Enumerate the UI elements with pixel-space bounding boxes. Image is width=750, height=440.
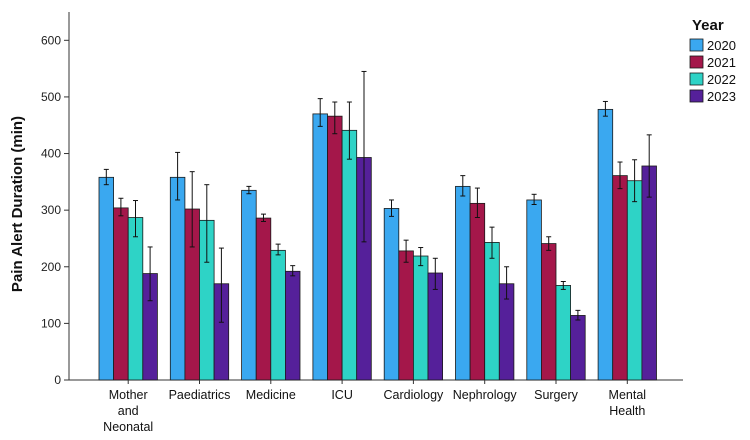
y-tick-label: 100 bbox=[41, 316, 61, 330]
bar-2020 bbox=[597, 108, 614, 381]
legend-swatch-2020 bbox=[689, 38, 704, 52]
bar-2022 bbox=[270, 249, 286, 381]
y-tick-label: 600 bbox=[41, 33, 61, 47]
bar-2020 bbox=[98, 176, 115, 381]
bar-2022 bbox=[341, 129, 358, 381]
bar-2021 bbox=[541, 243, 557, 381]
bar-2022 bbox=[412, 255, 429, 381]
bar-2022 bbox=[626, 180, 643, 381]
bar-2023 bbox=[570, 315, 586, 381]
legend-label-2021: 2021 bbox=[707, 55, 736, 70]
x-tick-label: Nephrology bbox=[453, 388, 518, 402]
bar-2023 bbox=[284, 270, 301, 381]
x-tick-label: Mental Health bbox=[609, 388, 647, 418]
legend-swatch-2021 bbox=[689, 55, 704, 69]
bar-2022 bbox=[484, 242, 500, 381]
bar-2021 bbox=[398, 250, 414, 381]
y-tick-label: 0 bbox=[54, 373, 61, 387]
y-tick-label: 200 bbox=[41, 260, 61, 274]
x-tick-label: Medicine bbox=[246, 388, 296, 402]
bar-2021 bbox=[612, 175, 628, 381]
bar-2022 bbox=[555, 285, 572, 381]
bar-2021 bbox=[327, 115, 343, 381]
legend-label-2023: 2023 bbox=[707, 89, 736, 104]
legend-swatch-2022 bbox=[689, 72, 704, 86]
x-tick-label: Surgery bbox=[534, 388, 579, 402]
bar-2021 bbox=[113, 207, 129, 381]
legend-title: Year bbox=[692, 17, 724, 34]
legend-label-2020: 2020 bbox=[707, 38, 736, 53]
x-tick-label: ICU bbox=[331, 388, 353, 402]
bar-2020 bbox=[312, 113, 328, 381]
bar-2020 bbox=[455, 185, 471, 381]
bar-2021 bbox=[469, 202, 486, 381]
y-tick-label: 500 bbox=[41, 90, 61, 104]
bar-2022 bbox=[127, 217, 144, 381]
bar-2020 bbox=[241, 189, 257, 381]
y-tick-label: 300 bbox=[41, 203, 61, 217]
bar-2023 bbox=[641, 165, 657, 381]
legend-swatch-2023 bbox=[689, 89, 704, 103]
y-axis-title: Pain Alert Duration (min) bbox=[9, 116, 26, 292]
y-tick-label: 400 bbox=[41, 147, 61, 161]
x-tick-label: Paediatrics bbox=[169, 388, 231, 402]
bar-2020 bbox=[526, 199, 542, 381]
x-tick-label: Cardiology bbox=[384, 388, 445, 402]
bar-2021 bbox=[255, 217, 272, 381]
bar-2020 bbox=[169, 176, 186, 381]
x-tick-label: Mother and Neonatal bbox=[103, 388, 153, 434]
bar-2020 bbox=[383, 208, 400, 381]
legend-label-2022: 2022 bbox=[707, 72, 736, 87]
